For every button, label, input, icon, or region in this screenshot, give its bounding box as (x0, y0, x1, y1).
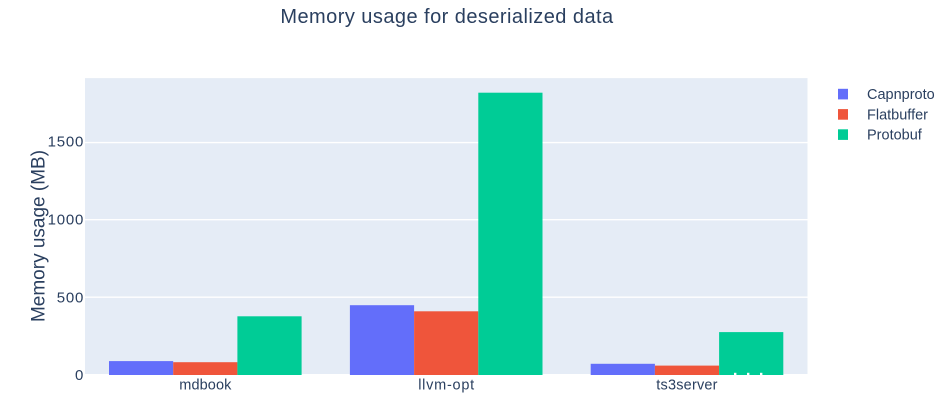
svg-text:500: 500 (57, 289, 84, 306)
svg-text:mdbook: mdbook (179, 378, 232, 394)
svg-text:Memory usage for deserialized: Memory usage for deserialized data (280, 6, 614, 28)
svg-text:1000: 1000 (48, 212, 85, 229)
svg-text:llvm-opt: llvm-opt (418, 378, 475, 394)
svg-text:1500: 1500 (48, 134, 85, 151)
svg-text:Capnproto: Capnproto (867, 87, 935, 103)
svg-text:ts3server: ts3server (656, 378, 717, 394)
svg-text:Protobuf: Protobuf (867, 128, 923, 144)
svg-text:Memory usage (MB): Memory usage (MB) (29, 150, 50, 322)
svg-text:0: 0 (75, 367, 84, 384)
svg-text:Flatbuffer: Flatbuffer (867, 107, 928, 123)
